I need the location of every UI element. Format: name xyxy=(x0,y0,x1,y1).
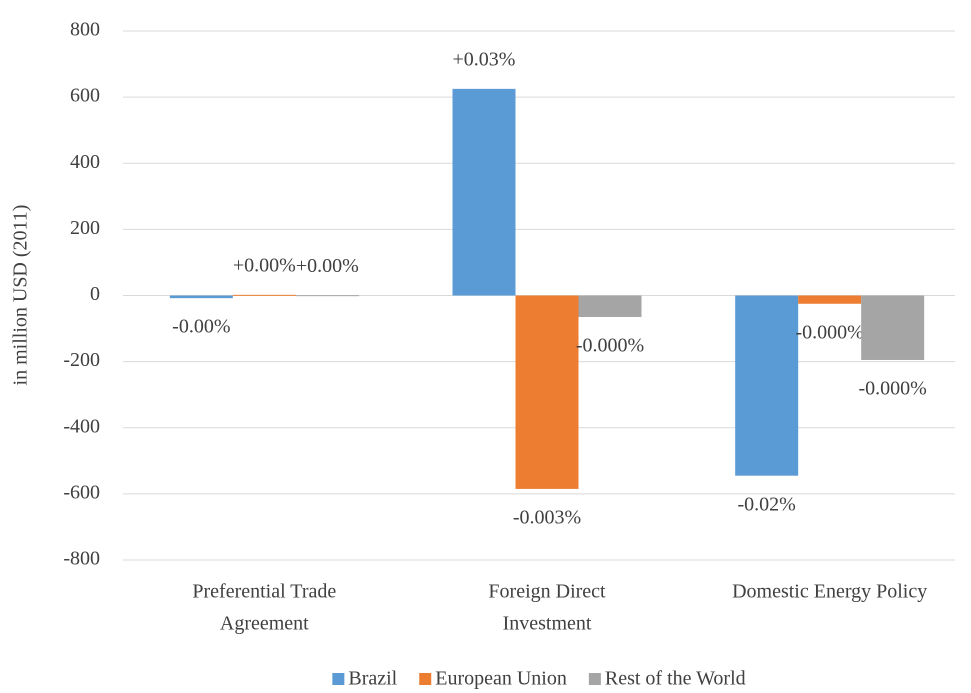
bar xyxy=(735,295,799,476)
bar xyxy=(232,294,296,296)
y-tick-label: 0 xyxy=(90,283,100,305)
y-tick-label: 600 xyxy=(70,85,100,107)
legend: Brazil European Union Rest of the World xyxy=(332,668,746,690)
y-tick-label: -600 xyxy=(63,481,100,503)
legend-label: European Union xyxy=(435,668,567,690)
bar xyxy=(578,295,642,317)
bar xyxy=(861,295,925,360)
value-label: -0.000% xyxy=(859,378,927,400)
value-label: +0.00% xyxy=(233,254,296,276)
legend-label: Brazil xyxy=(348,668,397,690)
y-tick-label: -400 xyxy=(63,415,100,437)
x-tick-label: Foreign Direct xyxy=(488,581,606,603)
value-label: +0.03% xyxy=(453,48,516,70)
bar xyxy=(169,295,233,299)
value-label: -0.000% xyxy=(796,321,864,343)
x-tick-label: Agreement xyxy=(220,613,309,635)
legend-swatch xyxy=(332,673,345,685)
y-tick-label: 200 xyxy=(70,217,100,239)
y-axis-label: in million USD (2011) xyxy=(10,205,32,386)
bar xyxy=(515,295,579,489)
value-label: -0.00% xyxy=(172,316,230,338)
legend-swatch xyxy=(588,673,601,685)
value-label: -0.003% xyxy=(513,507,581,529)
x-tick-label: Investment xyxy=(503,613,592,635)
bar xyxy=(798,295,862,304)
y-tick-label: -800 xyxy=(63,548,100,570)
legend-label: Rest of the World xyxy=(605,668,746,690)
value-label: -0.000% xyxy=(576,335,644,357)
value-label: +0.00% xyxy=(296,255,359,277)
y-tick-label: 400 xyxy=(70,151,100,173)
bar xyxy=(295,295,359,297)
y-tick-label: -200 xyxy=(63,349,100,371)
y-tick-label: 800 xyxy=(70,19,100,41)
x-tick-label: Preferential Trade xyxy=(192,581,336,603)
bar xyxy=(452,88,516,296)
value-label: -0.02% xyxy=(738,493,796,515)
legend-swatch xyxy=(419,673,432,685)
x-tick-label: Domestic Energy Policy xyxy=(732,581,927,603)
